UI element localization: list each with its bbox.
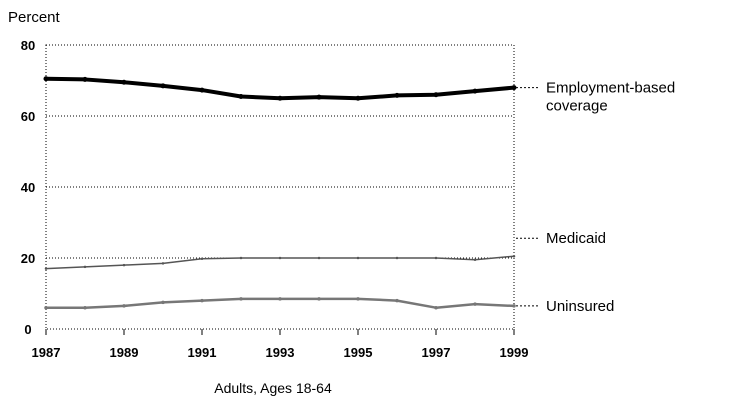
data-point — [316, 94, 322, 100]
y-tick-label: 40 — [21, 180, 35, 195]
series-points — [43, 76, 517, 310]
data-point — [278, 297, 282, 301]
data-point — [317, 256, 321, 260]
data-point — [356, 256, 360, 260]
data-point — [199, 87, 205, 93]
data-point — [238, 93, 244, 99]
series-label: Medicaid — [546, 230, 606, 247]
data-point — [512, 304, 516, 308]
x-axis-title: Adults, Ages 18-64 — [214, 380, 332, 396]
data-point — [434, 256, 438, 260]
data-point — [512, 254, 516, 258]
data-point — [239, 297, 243, 301]
x-tick-label: 1989 — [110, 345, 139, 360]
data-point — [511, 85, 517, 91]
data-point — [317, 297, 321, 301]
x-tick-label: 1999 — [500, 345, 529, 360]
x-tick-label: 1995 — [344, 345, 373, 360]
data-point — [44, 305, 48, 310]
data-point — [473, 258, 477, 262]
series-label: coverage — [546, 98, 608, 115]
gridlines — [46, 115, 514, 259]
data-point — [160, 83, 166, 89]
y-tick-label: 20 — [21, 251, 35, 266]
series-label: Employment-based — [546, 80, 675, 97]
x-tick-label: 1991 — [188, 345, 217, 360]
y-tick-labels: 0 20 40 60 80 — [21, 38, 35, 337]
data-point — [277, 95, 283, 101]
x-tick-label: 1997 — [422, 345, 451, 360]
data-point — [356, 297, 360, 301]
data-point — [122, 304, 126, 308]
data-point — [43, 76, 49, 82]
data-point — [355, 95, 361, 101]
data-point — [200, 298, 204, 303]
data-point — [161, 262, 165, 265]
x-tick-labels: 1987 1989 1991 1993 1995 1997 1999 — [32, 329, 529, 360]
data-point — [122, 263, 126, 267]
data-point — [44, 267, 48, 270]
series-lines — [45, 76, 515, 309]
x-tick-label: 1993 — [266, 345, 295, 360]
y-axis-label: Percent — [8, 9, 61, 26]
series-label: Uninsured — [546, 298, 614, 315]
data-point — [395, 298, 399, 303]
x-tick-label: 1987 — [32, 345, 61, 360]
y-tick-label: 60 — [21, 109, 35, 124]
data-point — [278, 256, 282, 260]
data-point — [161, 300, 165, 305]
data-point — [473, 302, 477, 306]
data-point — [83, 305, 87, 310]
y-tick-label: 0 — [24, 322, 31, 337]
data-point — [434, 305, 438, 310]
series-line-1 — [45, 76, 515, 101]
data-point — [433, 92, 439, 98]
y-tick-label: 80 — [21, 38, 35, 53]
data-point — [83, 265, 87, 269]
data-point — [200, 257, 204, 260]
data-point — [472, 88, 478, 94]
data-point — [239, 256, 243, 260]
data-point — [395, 256, 399, 260]
data-point — [82, 76, 88, 82]
data-point — [394, 92, 400, 98]
data-point — [121, 79, 127, 85]
